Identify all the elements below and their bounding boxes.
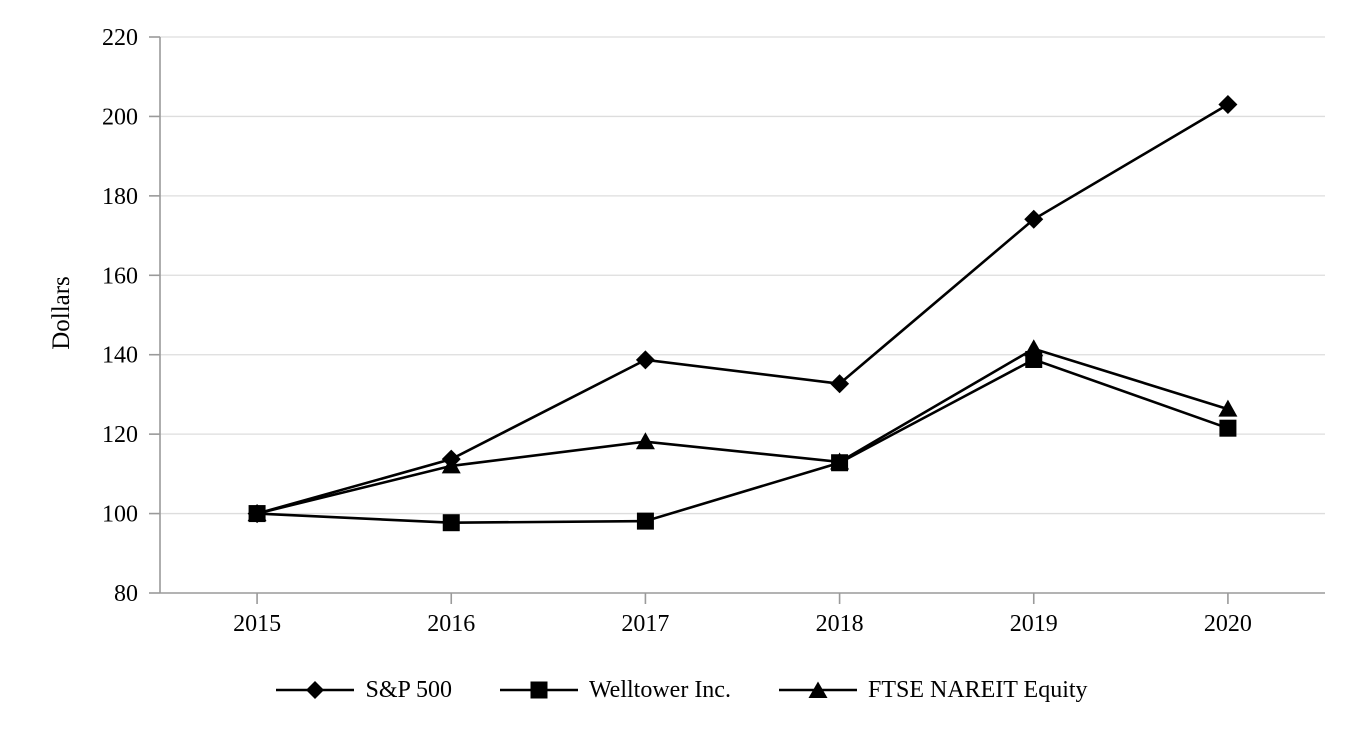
triangle-marker-icon	[778, 681, 857, 698]
y-tick-label-100: 100	[102, 502, 138, 528]
marker-triangle-2017	[635, 432, 655, 450]
y-axis-title: Dollars	[48, 276, 75, 350]
square-marker-icon	[499, 681, 578, 699]
marker-diamond-2020	[1218, 95, 1238, 115]
x-tick-label-2015: 2015	[233, 611, 281, 637]
x-tick-label-2018: 2018	[816, 611, 864, 637]
marker-square-2019	[1025, 350, 1043, 368]
marker-square-2017	[636, 512, 654, 530]
x-tick-label-2020: 2020	[1204, 611, 1252, 637]
y-tick-label-180: 180	[102, 184, 138, 210]
marker-triangle-2016	[441, 456, 461, 474]
x-tick-label-2016: 2016	[427, 611, 475, 637]
y-tick-label-140: 140	[102, 343, 138, 369]
y-tick-label-220: 220	[102, 25, 138, 51]
series-line-0	[256, 103, 1229, 515]
diamond-marker-icon	[276, 681, 355, 699]
chart-legend: S&P 500 Welltower Inc. FTSE NAREIT Equit…	[0, 668, 1364, 712]
marker-square-2016	[442, 514, 460, 532]
y-tick-label-120: 120	[102, 422, 138, 448]
marker-square-2015	[248, 505, 266, 523]
series-line-1	[257, 358, 1229, 525]
marker-triangle-2020	[1218, 399, 1238, 417]
legend-item-welltower: Welltower Inc.	[499, 676, 731, 704]
x-tick-label-2017: 2017	[621, 611, 669, 637]
marker-diamond-2017	[635, 350, 655, 370]
legend-label-ftse-nareit: FTSE NAREIT Equity	[867, 676, 1088, 703]
y-tick-label-160: 160	[102, 263, 138, 289]
legend-label-welltower: Welltower Inc.	[588, 676, 731, 703]
legend-label-sp500: S&P 500	[365, 676, 452, 703]
marker-square-2018	[831, 454, 849, 472]
marker-diamond-2019	[1024, 209, 1044, 229]
marker-square-2020	[1219, 419, 1237, 437]
legend-item-sp500: S&P 500	[276, 676, 452, 704]
x-tick-label-2019: 2019	[1010, 611, 1058, 637]
series-line-2	[256, 347, 1229, 515]
y-tick-label-200: 200	[102, 104, 138, 130]
marker-diamond-2018	[830, 374, 850, 394]
legend-item-ftse-nareit: FTSE NAREIT Equity	[778, 676, 1088, 704]
y-tick-label-80: 80	[114, 581, 138, 607]
